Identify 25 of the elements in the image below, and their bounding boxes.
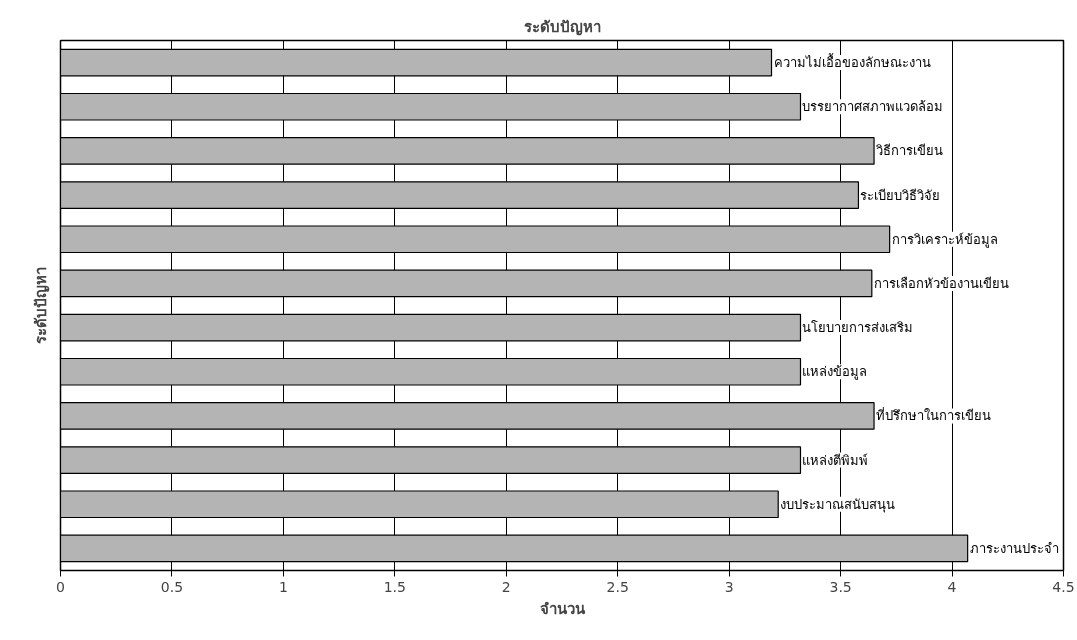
y-tick-label: วิธีการเขียน (875, 143, 944, 159)
chart-title: ระดับปัญหา (523, 17, 601, 36)
y-tick-label: ความไม่เอื้อของลักษณะงาน (773, 53, 931, 71)
x-tick-label: 1.5 (383, 578, 406, 595)
x-tick-label: 2 (501, 578, 511, 595)
y-tick-label: ภาระงานประจำ (969, 540, 1059, 556)
x-tick-label: 4.5 (1052, 578, 1075, 595)
y-tick-label: ที่ปรึกษาในการเขียน (876, 407, 992, 424)
y-tick-label: ระเบียบวิธีวิจัย (860, 187, 941, 203)
x-tick-label: 4 (947, 578, 957, 595)
y-tick-label: การเลือกหัวข้องานเขียน (873, 275, 1009, 291)
x-tick-label: 0.5 (160, 578, 184, 595)
y-tick-label: การวิเคราะห์ข้อมูล (891, 231, 998, 248)
x-tick-label: 2.5 (606, 578, 629, 595)
x-tick-label: 0 (56, 578, 65, 595)
y-tick-label: นโยบายการส่งเสริม (802, 320, 914, 336)
y-axis-title: ระดับปัญหา (31, 267, 50, 344)
x-tick-label: 1 (278, 578, 288, 595)
y-tick-label: บรรยากาศสภาพแวดล้อม (802, 99, 944, 115)
y-tick-label: แหล่งข้อมูล (802, 364, 868, 381)
x-tick-label: 3.5 (829, 578, 852, 595)
x-tick-label: 3 (724, 578, 734, 595)
y-tick-label: แหล่งตีพิมพ์ (802, 452, 869, 468)
y-tick-label: งบประมาณสนับสนุน (780, 496, 896, 513)
x-axis-title: จำนวน (539, 599, 586, 618)
